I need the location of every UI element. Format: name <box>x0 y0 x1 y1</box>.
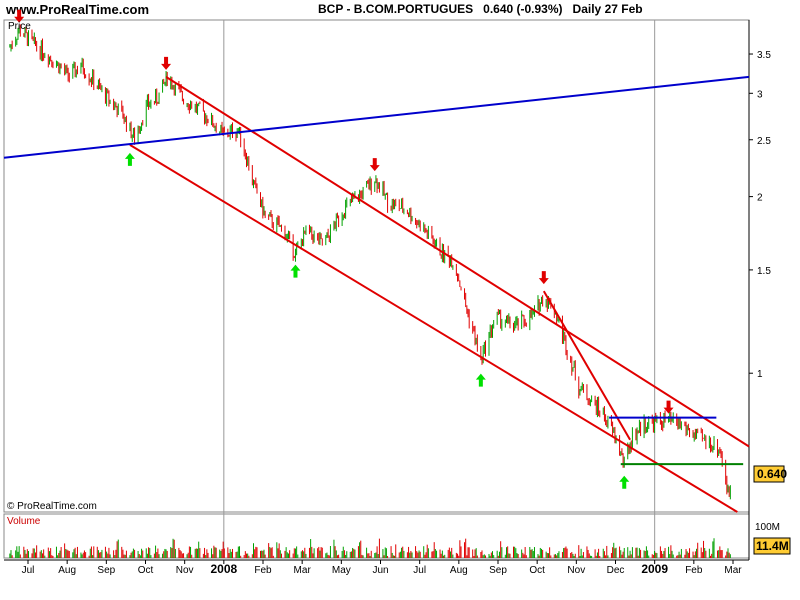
x-tick-label: Sep <box>489 565 507 576</box>
x-tick-label: Oct <box>138 565 154 576</box>
up-arrow-icon <box>290 264 301 278</box>
x-tick-label: Feb <box>254 565 272 576</box>
x-tick-label: Sep <box>97 565 115 576</box>
x-tick-label: 2008 <box>210 562 237 576</box>
trendline-red <box>165 76 750 448</box>
down-arrow-icon <box>369 158 380 172</box>
x-tick-label: Mar <box>294 565 312 576</box>
x-tick-label: Jun <box>372 565 388 576</box>
volume-panel-frame <box>3 513 750 559</box>
down-arrow-icon <box>161 56 172 70</box>
last-price-change: 0.640 (-0.93%) <box>483 2 563 16</box>
trendline-red <box>542 290 631 441</box>
last-price-tag-bg <box>753 465 785 483</box>
y-tick-label: 1.5 <box>757 266 771 277</box>
signal-arrows <box>14 9 674 489</box>
up-arrow-icon <box>124 152 135 166</box>
down-arrow-icon <box>14 9 25 23</box>
x-axis-ticks: Jul Aug Sep Oct Nov 2008 Feb Mar May Jun Jul Aug Sep… <box>22 560 742 576</box>
down-arrow-icon <box>538 271 549 285</box>
down-arrow-icon <box>663 400 674 414</box>
x-tick-label: May <box>332 565 351 576</box>
last-volume-tag: 11.4M <box>753 537 791 555</box>
site-name[interactable]: www.ProRealTime.com <box>6 2 150 17</box>
last-volume-tag-text: 11.4M <box>756 539 789 553</box>
y-tick-label: 1 <box>757 369 763 380</box>
last-price-tag-text: 0.640 <box>757 467 787 481</box>
x-tick-label: Nov <box>567 565 585 576</box>
last-volume-tag-bg <box>753 537 791 555</box>
y-tick-label: 3 <box>757 89 763 100</box>
chart-header: www.ProRealTime.com BCP - B.COM.PORTUGUE… <box>0 0 800 20</box>
x-tick-label: Oct <box>529 565 545 576</box>
trendline-blue <box>3 75 750 159</box>
x-tick-label: Dec <box>607 565 625 576</box>
y-tick-label: 2 <box>757 193 763 204</box>
up-arrow-icon <box>475 373 486 387</box>
trendlines <box>3 75 750 513</box>
ticker-name: BCP - B.COM.PORTUGUES <box>318 2 474 16</box>
x-tick-label: 2009 <box>641 562 668 576</box>
price-panel-label: Price <box>8 21 31 32</box>
x-tick-label: Feb <box>685 565 703 576</box>
x-tick-label: Aug <box>450 565 468 576</box>
last-price-tag: 0.640 <box>753 465 787 483</box>
volume-scale-label: 100M <box>755 522 780 533</box>
trendline-red <box>129 144 738 513</box>
volume-bars <box>9 538 731 558</box>
x-tick-label: Nov <box>176 565 194 576</box>
y-tick-label: 3.5 <box>757 50 771 61</box>
period-label: Daily 27 Feb <box>572 2 643 16</box>
y-axis-ticks: 3.5 3 2.5 2 1.5 1 <box>749 50 771 380</box>
copyright-label: © ProRealTime.com <box>7 501 97 512</box>
x-tick-label: Aug <box>58 565 76 576</box>
gridlines <box>223 20 656 558</box>
volume-panel-label: Volume <box>7 516 41 527</box>
chart-title: BCP - B.COM.PORTUGUES 0.640 (-0.93%) Dai… <box>318 2 643 16</box>
x-tick-label: Jul <box>22 565 35 576</box>
y-tick-label: 2.5 <box>757 136 771 147</box>
up-arrow-icon <box>619 475 630 489</box>
x-tick-label: Mar <box>724 565 742 576</box>
x-tick-label: Jul <box>413 565 426 576</box>
